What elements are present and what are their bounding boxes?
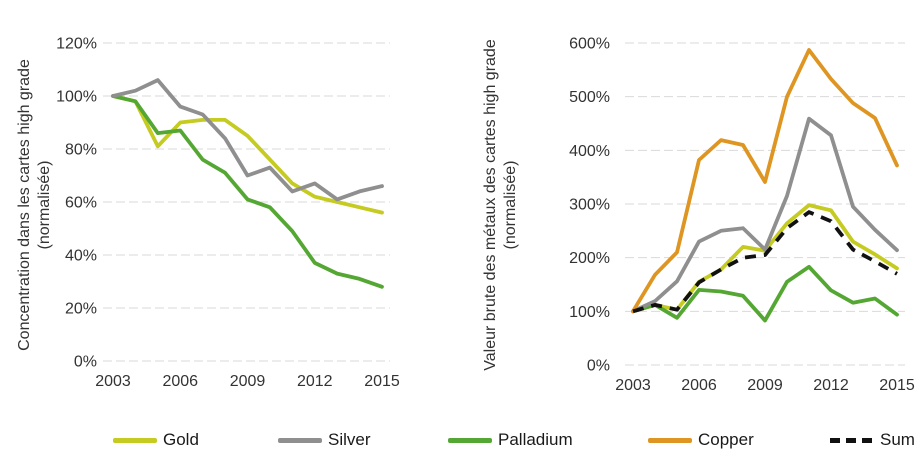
y-tick-label: 20%	[65, 301, 97, 318]
y-tick-label: 100%	[569, 304, 610, 321]
legend-item-copper: Copper	[648, 428, 754, 452]
charts-svg: 0% 20% 40% 60% 80% 100% 120% 2003 2006 2009 2012 20…	[56, 36, 915, 395]
left-y-axis-title-line2: (normalisée)	[36, 160, 53, 250]
x-tick-label: 2012	[813, 377, 849, 394]
y-tick-label: 120%	[56, 36, 97, 53]
series-gold-line	[111, 94, 384, 215]
y-tick-label: 60%	[65, 195, 97, 212]
series-palladium-line	[631, 264, 899, 323]
gold-line-swatch	[113, 437, 157, 443]
left-chart: 0% 20% 40% 60% 80% 100% 120% 2003 2006 2009 2012 20…	[56, 36, 400, 391]
left-y-axis-title-line1: Concentration dans les cartes high grade	[16, 59, 33, 351]
x-tick-label: 2003	[95, 373, 131, 390]
right-y-axis-title-line2: (normalisée)	[502, 160, 519, 250]
right-y-axis-title-line1: Valeur brute des métaux des cartes high …	[482, 39, 499, 371]
legend-item-sum: Sum	[830, 428, 915, 452]
copper-line-swatch	[648, 437, 692, 443]
y-tick-label: 600%	[569, 36, 610, 53]
legend-label-sum: Sum	[880, 430, 915, 449]
series-copper-line	[631, 48, 899, 314]
palladium-line-swatch	[448, 437, 492, 443]
x-tick-label: 2015	[879, 377, 915, 394]
series-palladium-line	[111, 94, 384, 289]
legend-label-copper: Copper	[698, 430, 754, 449]
legend-label-palladium: Palladium	[498, 430, 573, 449]
y-tick-label: 40%	[65, 248, 97, 265]
y-tick-label: 0%	[587, 358, 610, 375]
sum-dashed-line-swatch	[830, 437, 874, 443]
series-sum-line	[632, 210, 898, 314]
silver-line-swatch	[278, 437, 322, 443]
x-tick-label: 2006	[681, 377, 717, 394]
x-tick-label: 2012	[297, 373, 333, 390]
y-tick-label: 300%	[569, 197, 610, 214]
series-silver-line	[111, 78, 384, 202]
right-y-axis-title: Valeur brute des métaux des cartes high …	[481, 25, 523, 385]
x-tick-label: 2003	[615, 377, 651, 394]
y-tick-label: 400%	[569, 143, 610, 160]
right-chart: 0% 100% 200% 300% 400% 500% 600% 2003 2006 2009 20…	[569, 36, 915, 395]
left-y-axis-title: Concentration dans les cartes high grade…	[15, 25, 57, 385]
x-tick-label: 2009	[747, 377, 783, 394]
legend-label-silver: Silver	[328, 430, 371, 449]
legend-item-palladium: Palladium	[448, 428, 573, 452]
y-tick-label: 100%	[56, 89, 97, 106]
x-tick-label: 2015	[364, 373, 400, 390]
legend-item-gold: Gold	[113, 428, 199, 452]
y-tick-label: 80%	[65, 142, 97, 159]
legend-label-gold: Gold	[163, 430, 199, 449]
legend-item-silver: Silver	[278, 428, 371, 452]
series-silver-line	[631, 116, 899, 314]
y-tick-label: 200%	[569, 250, 610, 267]
legend: Gold Silver Palladium Copper Sum	[0, 428, 922, 452]
x-tick-label: 2009	[230, 373, 266, 390]
y-tick-label: 500%	[569, 89, 610, 106]
y-tick-label: 0%	[74, 354, 97, 371]
x-tick-label: 2006	[162, 373, 198, 390]
